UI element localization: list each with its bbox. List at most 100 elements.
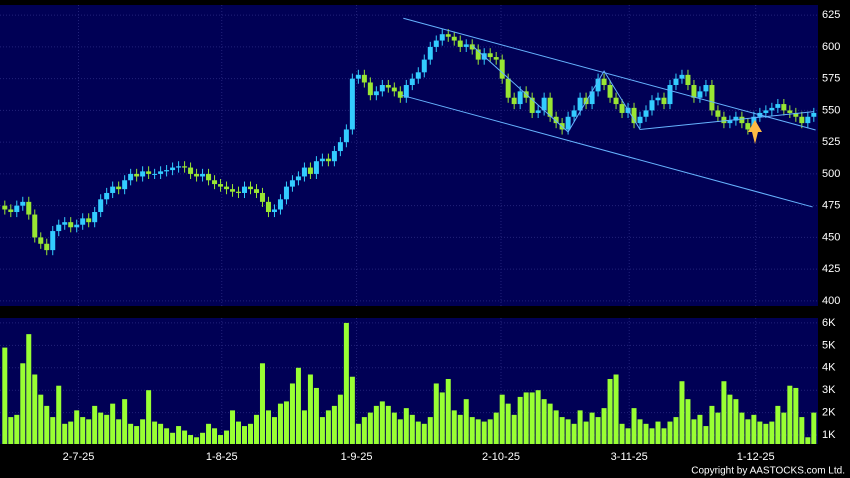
candle-body [194,173,200,177]
candle-body [134,173,140,177]
volume-bar [775,405,781,444]
volume-bar [739,412,745,444]
candle-body [271,209,277,213]
candle-body [128,173,134,181]
volume-bar [421,423,427,444]
volume-bar [134,426,140,444]
volume-bar [751,414,757,444]
candle-body [307,167,313,174]
candle-body [343,129,349,143]
candle-body [547,97,553,117]
volume-bar [463,399,469,444]
y-tick-label: 575 [822,73,840,85]
candle-body [152,173,158,175]
volume-bar [313,387,319,444]
candle-body [505,78,511,98]
volume-bar [319,417,325,444]
volume-bar [176,426,182,444]
volume-bar [206,423,212,444]
volume-bar [709,405,715,444]
volume-bar [565,419,571,444]
candle-body [673,78,679,86]
trend-line [401,94,813,208]
volume-bar [146,390,152,444]
volume-bar [289,383,295,444]
candle-body [649,100,655,111]
volume-bar [703,426,709,444]
volume-bar [673,417,679,444]
volume-bar [589,412,595,444]
candle-body [8,209,14,213]
candle-body [511,97,517,105]
candle-body [349,78,355,130]
y-tick-label: 625 [822,9,840,21]
volume-bar [805,437,811,444]
volume-bar [212,428,218,444]
volume-bar [170,432,176,444]
volume-bar [469,417,475,444]
candle-body [811,112,817,117]
volume-bar [92,405,98,444]
candle-body [98,199,104,213]
volume-bar [391,412,397,444]
volume-bar [721,381,727,444]
volume-bar [164,428,170,444]
candle-body [541,97,547,111]
volume-bar [403,408,409,444]
volume-bar [236,421,242,444]
candle-body [170,167,176,171]
volume-bar [487,419,493,444]
volume-bar [535,390,541,444]
volume-bar [493,412,499,444]
candle-body [499,59,505,79]
candle-body [379,85,385,92]
candle-body [14,205,20,213]
volume-bar [44,405,50,444]
candle-body [218,184,224,187]
candle-body [230,189,236,192]
candle-body [319,158,325,162]
volume-bar [667,421,673,444]
volume-bar [595,417,601,444]
volume-bar [415,421,421,444]
candle-body [709,85,715,111]
x-tick-label: 1-12-25 [737,451,775,463]
candle-body [289,180,295,187]
candle-body [110,186,116,193]
volume-bar [613,374,619,444]
volume-bar [242,426,248,444]
candle-body [355,74,361,79]
candle-body [337,142,343,152]
candle-body [433,40,439,47]
volume-bar [499,394,505,444]
candle-body [613,97,619,105]
copyright: Copyright by AASTOCKS.com Ltd. [691,466,845,477]
candle-body [20,201,26,206]
candle-body [535,110,541,113]
y-tick-label: 600 [822,41,840,53]
volume-bar [481,421,487,444]
candle-body [799,116,805,124]
y-tick-label: 3K [822,384,836,396]
candle-body [391,87,397,92]
volume-bar [625,428,631,444]
volume-bar [541,399,547,444]
candle-body [56,224,62,232]
x-tick-label: 2-7-25 [63,451,95,463]
volume-bar [397,419,403,444]
volume-bar [337,394,343,444]
candle-body [637,116,643,124]
candle-body [62,222,68,225]
volume-bar [343,322,349,444]
volume-bar [182,430,188,444]
y-tick-label: 475 [822,200,840,212]
volume-bar [128,423,134,444]
volume-bar [763,423,769,444]
volume-bar [259,363,265,444]
candle-body [415,72,421,79]
volume-bar [26,334,32,444]
candle-body [601,78,607,86]
volume-bar [757,421,763,444]
volume-bar [2,347,8,444]
volume-bar [631,408,637,444]
